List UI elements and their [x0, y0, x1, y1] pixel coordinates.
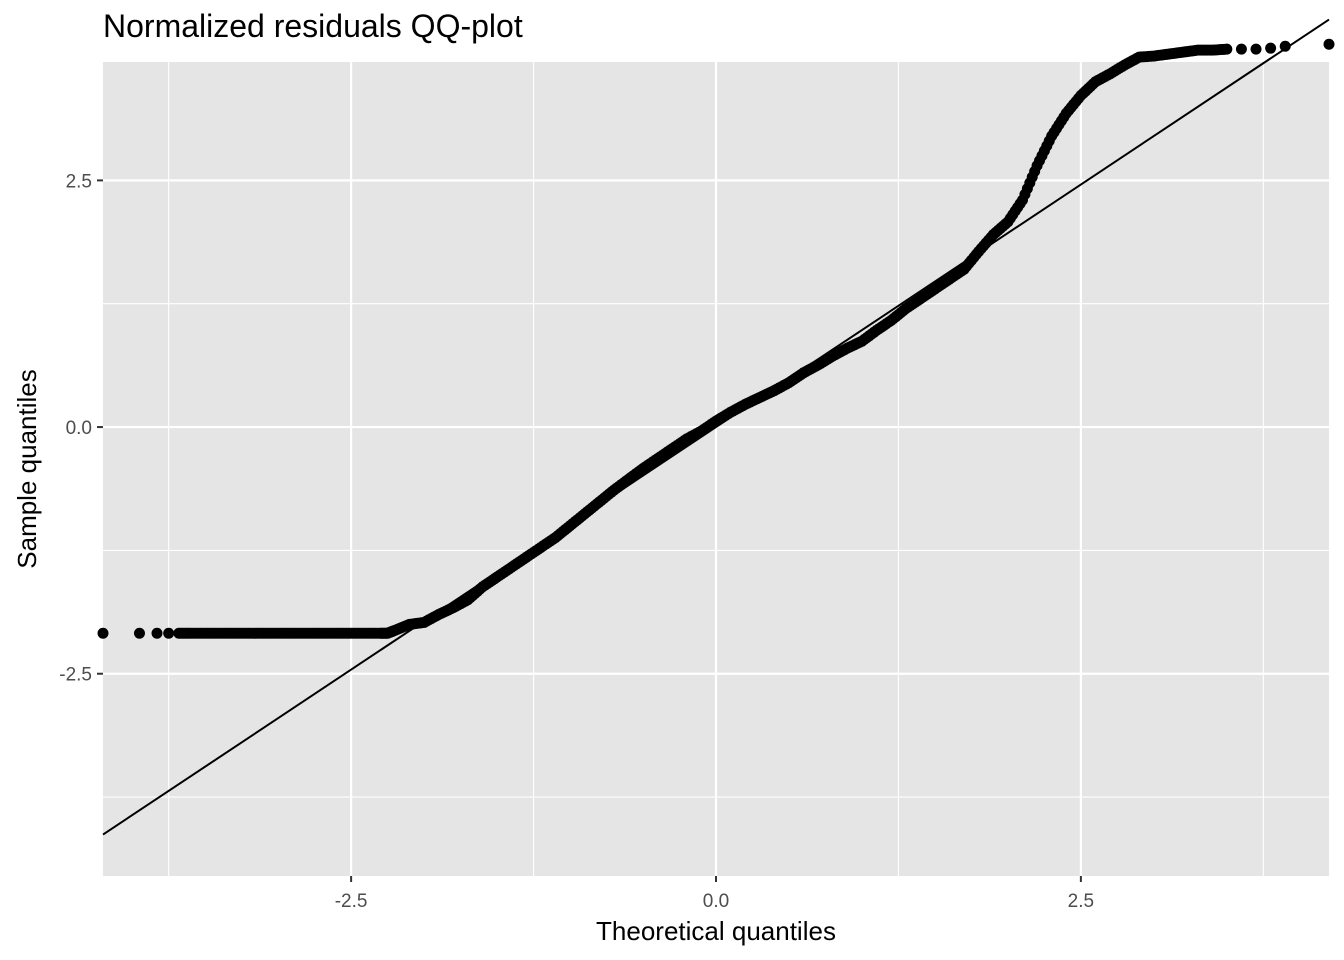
reference-line: [102, 18, 1330, 836]
data-point: [163, 627, 175, 639]
data-point: [1323, 38, 1335, 50]
data-point: [1221, 43, 1233, 55]
data-point: [97, 627, 109, 639]
data-point: [1235, 43, 1247, 55]
data-point: [1265, 42, 1277, 54]
y-axis: -2.5 0.0 2.5: [59, 171, 103, 686]
data-point: [1279, 40, 1291, 52]
data-point: [133, 627, 145, 639]
y-tick-label: 0.0: [66, 418, 92, 439]
y-axis-title: Sample quantiles: [12, 369, 42, 568]
x-tick-label: 2.5: [1068, 891, 1094, 912]
x-tick-label: 0.0: [703, 891, 729, 912]
x-tick-label: -2.5: [335, 891, 368, 912]
data-point: [151, 627, 163, 639]
y-tick-label: -2.5: [59, 665, 92, 686]
x-axis-title: Theoretical quantiles: [596, 916, 836, 946]
data-point: [1250, 43, 1262, 55]
chart-title: Normalized residuals QQ-plot: [103, 8, 523, 44]
y-tick-label: 2.5: [66, 171, 92, 192]
x-axis: -2.5 0.0 2.5: [335, 876, 1094, 912]
